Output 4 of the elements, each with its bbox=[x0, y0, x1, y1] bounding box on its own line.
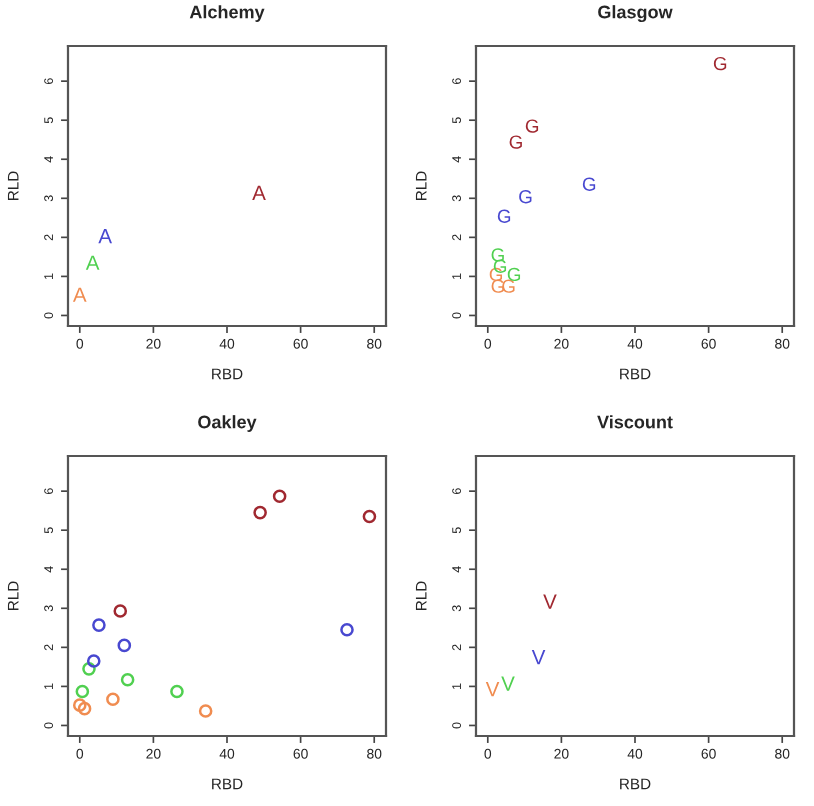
chart-title: Viscount bbox=[597, 415, 673, 429]
chart-title: Alchemy bbox=[189, 5, 265, 22]
chart-title: Oakley bbox=[198, 415, 257, 432]
chart-title: Glasgow bbox=[598, 5, 673, 23]
